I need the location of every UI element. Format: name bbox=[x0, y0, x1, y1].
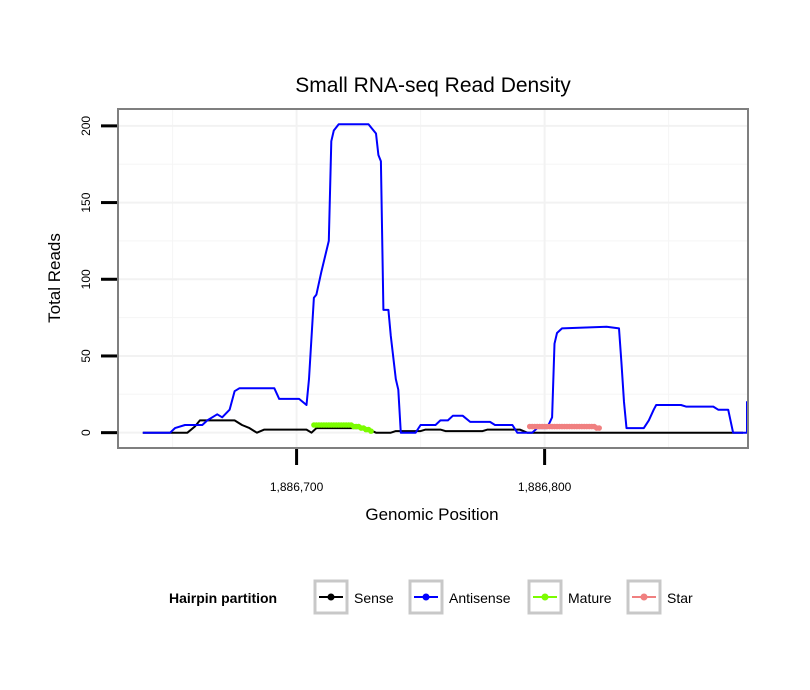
sense-series-line bbox=[142, 419, 743, 434]
x-axis: 1,886,700 1,886,800 bbox=[270, 449, 572, 494]
legend-title: Hairpin partition bbox=[169, 590, 277, 606]
legend-key-dot-antisense bbox=[422, 593, 430, 601]
legend-label-star: Star bbox=[667, 590, 693, 606]
y-tick-label: 150 bbox=[79, 192, 93, 212]
mature-point bbox=[368, 428, 374, 434]
y-tick-label: 100 bbox=[79, 269, 93, 289]
y-tick-label: 0 bbox=[79, 429, 93, 436]
legend-label-antisense: Antisense bbox=[449, 590, 511, 606]
plot-border bbox=[117, 108, 749, 449]
x-tick-label: 1,886,700 bbox=[270, 480, 324, 494]
y-axis-title: Total Reads bbox=[45, 233, 64, 323]
legend-key-dot-star bbox=[640, 593, 648, 601]
legend-key-dot-mature bbox=[541, 593, 549, 601]
y-axis: 0 50 100 150 200 bbox=[79, 116, 117, 436]
series-dots bbox=[311, 422, 602, 434]
y-tick-label: 200 bbox=[79, 116, 93, 136]
x-tick-label: 1,886,800 bbox=[518, 480, 572, 494]
star-point bbox=[596, 425, 602, 431]
legend: Hairpin partition Sense Antisense Mature St… bbox=[169, 579, 693, 615]
x-axis-title: Genomic Position bbox=[365, 505, 498, 524]
chart-title: Small RNA-seq Read Density bbox=[295, 74, 571, 97]
y-tick-label: 50 bbox=[79, 349, 93, 363]
legend-label-sense: Sense bbox=[354, 590, 394, 606]
legend-key-dot-sense bbox=[327, 593, 335, 601]
antisense-series-line bbox=[142, 123, 748, 434]
series-lines bbox=[142, 123, 748, 434]
legend-label-mature: Mature bbox=[568, 590, 612, 606]
